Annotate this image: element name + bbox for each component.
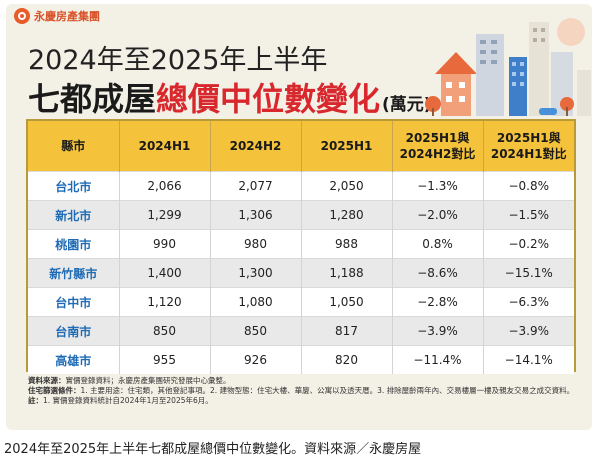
change-cell: −2.0% bbox=[392, 200, 484, 230]
change-cell: −3.9% bbox=[392, 316, 484, 346]
change-cell: −6.3% bbox=[483, 287, 574, 317]
city-cell: 高雄市 bbox=[28, 345, 120, 374]
note-filter: 住宅篩選條件：1. 主要用途：住宅類，其他登記事項。2. 建物型態：住宅大樓、華… bbox=[28, 386, 575, 395]
value-cell: 1,300 bbox=[210, 258, 302, 288]
table-row: 台北市 2,066 2,077 2,050 −1.3% −0.8% bbox=[28, 171, 574, 201]
value-cell: 1,050 bbox=[301, 287, 393, 317]
change-cell: −15.1% bbox=[483, 258, 574, 288]
table-row: 高雄市 955 926 820 −11.4% −14.1% bbox=[28, 345, 574, 374]
column-header: 縣市 bbox=[28, 121, 120, 172]
image-caption: 2024年至2025年上半年七都成屋總價中位數變化。資料來源／永慶房屋 bbox=[4, 442, 422, 457]
brand-logo: 永慶房產集團 bbox=[14, 8, 100, 24]
table-row: 新竹縣市 1,400 1,300 1,188 −8.6% −15.1% bbox=[28, 258, 574, 288]
title-part-a: 七都成屋 bbox=[28, 80, 157, 118]
logo-text: 永慶房產集團 bbox=[34, 10, 100, 23]
change-cell: 0.8% bbox=[392, 229, 484, 259]
city-cell: 台中市 bbox=[28, 287, 120, 317]
logo-mark-icon bbox=[14, 8, 30, 24]
column-header: 2024H1 bbox=[119, 121, 211, 172]
city-cell: 桃園市 bbox=[28, 229, 120, 259]
note-remark: 註：1. 實價登錄資料統計自2024年1月至2025年6月。 bbox=[28, 396, 213, 405]
column-header: 2025H1 bbox=[301, 121, 393, 172]
change-cell: −14.1% bbox=[483, 345, 574, 374]
infographic-card: 永慶房產集團 2024年至2025年上半年 七都成屋 總價中位數變化 (萬元) bbox=[6, 4, 592, 430]
change-cell: −11.4% bbox=[392, 345, 484, 374]
value-cell: 1,188 bbox=[301, 258, 393, 288]
value-cell: 1,120 bbox=[119, 287, 211, 317]
city-cell: 新竹縣市 bbox=[28, 258, 120, 288]
value-cell: 1,280 bbox=[301, 200, 393, 230]
value-cell: 850 bbox=[119, 316, 211, 346]
change-cell: −0.2% bbox=[483, 229, 574, 259]
value-cell: 1,400 bbox=[119, 258, 211, 288]
value-cell: 817 bbox=[301, 316, 393, 346]
value-cell: 2,050 bbox=[301, 171, 393, 201]
value-cell: 2,066 bbox=[119, 171, 211, 201]
value-cell: 1,299 bbox=[119, 200, 211, 230]
table-header-row: 縣市 2024H1 2024H2 2025H1 2025H1與 2024H2對比… bbox=[28, 121, 574, 172]
change-cell: −3.9% bbox=[483, 316, 574, 346]
title-unit: (萬元) bbox=[382, 95, 432, 115]
column-header: 2024H2 bbox=[210, 121, 302, 172]
value-cell: 1,306 bbox=[210, 200, 302, 230]
table-row: 台南市 850 850 817 −3.9% −3.9% bbox=[28, 316, 574, 346]
city-skyline-illustration bbox=[425, 18, 591, 116]
title-line-1: 2024年至2025年上半年 bbox=[28, 45, 328, 76]
city-cell: 新北市 bbox=[28, 200, 120, 230]
footnotes: 資料來源：實價登錄資料；永慶房產集團研究發展中心彙整。 住宅篩選條件：1. 主要… bbox=[28, 376, 588, 406]
change-cell: −8.6% bbox=[392, 258, 484, 288]
value-cell: 850 bbox=[210, 316, 302, 346]
change-cell: −2.8% bbox=[392, 287, 484, 317]
change-cell: −1.5% bbox=[483, 200, 574, 230]
value-cell: 926 bbox=[210, 345, 302, 374]
change-cell: −0.8% bbox=[483, 171, 574, 201]
city-cell: 台北市 bbox=[28, 171, 120, 201]
table-row: 台中市 1,120 1,080 1,050 −2.8% −6.3% bbox=[28, 287, 574, 317]
value-cell: 820 bbox=[301, 345, 393, 374]
value-cell: 955 bbox=[119, 345, 211, 374]
price-table: 縣市 2024H1 2024H2 2025H1 2025H1與 2024H2對比… bbox=[26, 119, 576, 374]
column-header: 2025H1與 2024H2對比 bbox=[392, 121, 484, 172]
value-cell: 988 bbox=[301, 229, 393, 259]
change-cell: −1.3% bbox=[392, 171, 484, 201]
note-source: 資料來源：實價登錄資料；永慶房產集團研究發展中心彙整。 bbox=[28, 376, 231, 385]
title-part-highlight: 總價中位數變化 bbox=[156, 80, 381, 118]
title-line-2: 七都成屋 總價中位數變化 (萬元) bbox=[28, 74, 432, 120]
table-row: 桃園市 990 980 988 0.8% −0.2% bbox=[28, 229, 574, 259]
table-row: 新北市 1,299 1,306 1,280 −2.0% −1.5% bbox=[28, 200, 574, 230]
city-cell: 台南市 bbox=[28, 316, 120, 346]
value-cell: 1,080 bbox=[210, 287, 302, 317]
value-cell: 2,077 bbox=[210, 171, 302, 201]
value-cell: 980 bbox=[210, 229, 302, 259]
column-header: 2025H1與 2024H1對比 bbox=[483, 121, 574, 172]
value-cell: 990 bbox=[119, 229, 211, 259]
